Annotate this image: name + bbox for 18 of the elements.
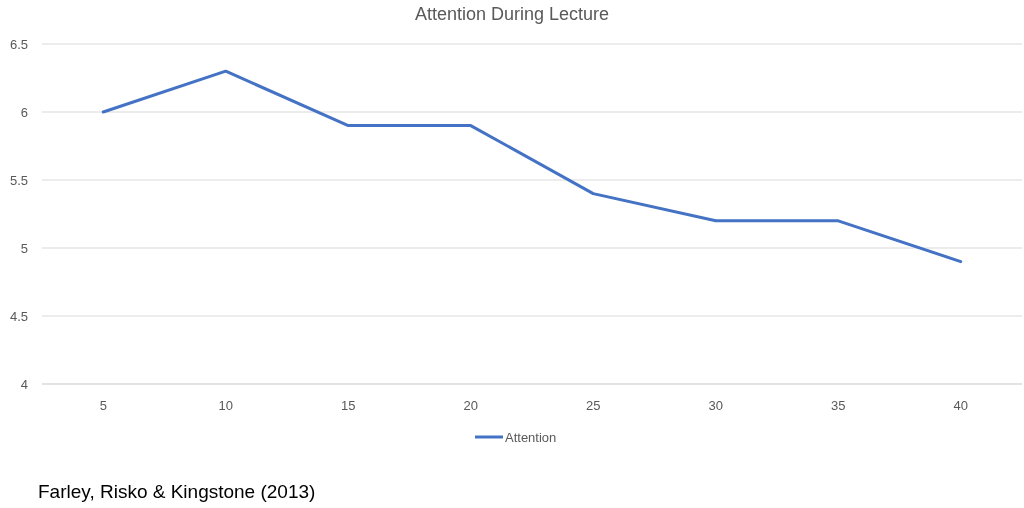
x-tick-label: 20 [463,398,478,413]
y-tick-label: 6 [20,104,28,120]
y-tick-label: 6.5 [9,36,28,52]
line-series [101,69,963,264]
x-tick-label: 30 [708,398,723,413]
y-tick-label: 5.5 [9,172,28,188]
x-tick-label: 25 [586,398,601,413]
y-tick-label: 4.5 [9,308,28,324]
x-tick-label: 5 [99,398,107,413]
x-tick-label: 10 [218,398,233,413]
text: Farley, Risko & Kingstone (2013) [38,481,316,502]
x-tick-label: 35 [831,398,846,413]
x-tick-label: 40 [953,398,968,413]
y-tick-label: 4 [20,376,28,392]
legend-label: Attention [505,429,557,445]
y-tick-label: 5 [20,240,28,256]
x-tick-label: 15 [341,398,356,413]
chart-title: Attention During Lecture [414,4,610,24]
